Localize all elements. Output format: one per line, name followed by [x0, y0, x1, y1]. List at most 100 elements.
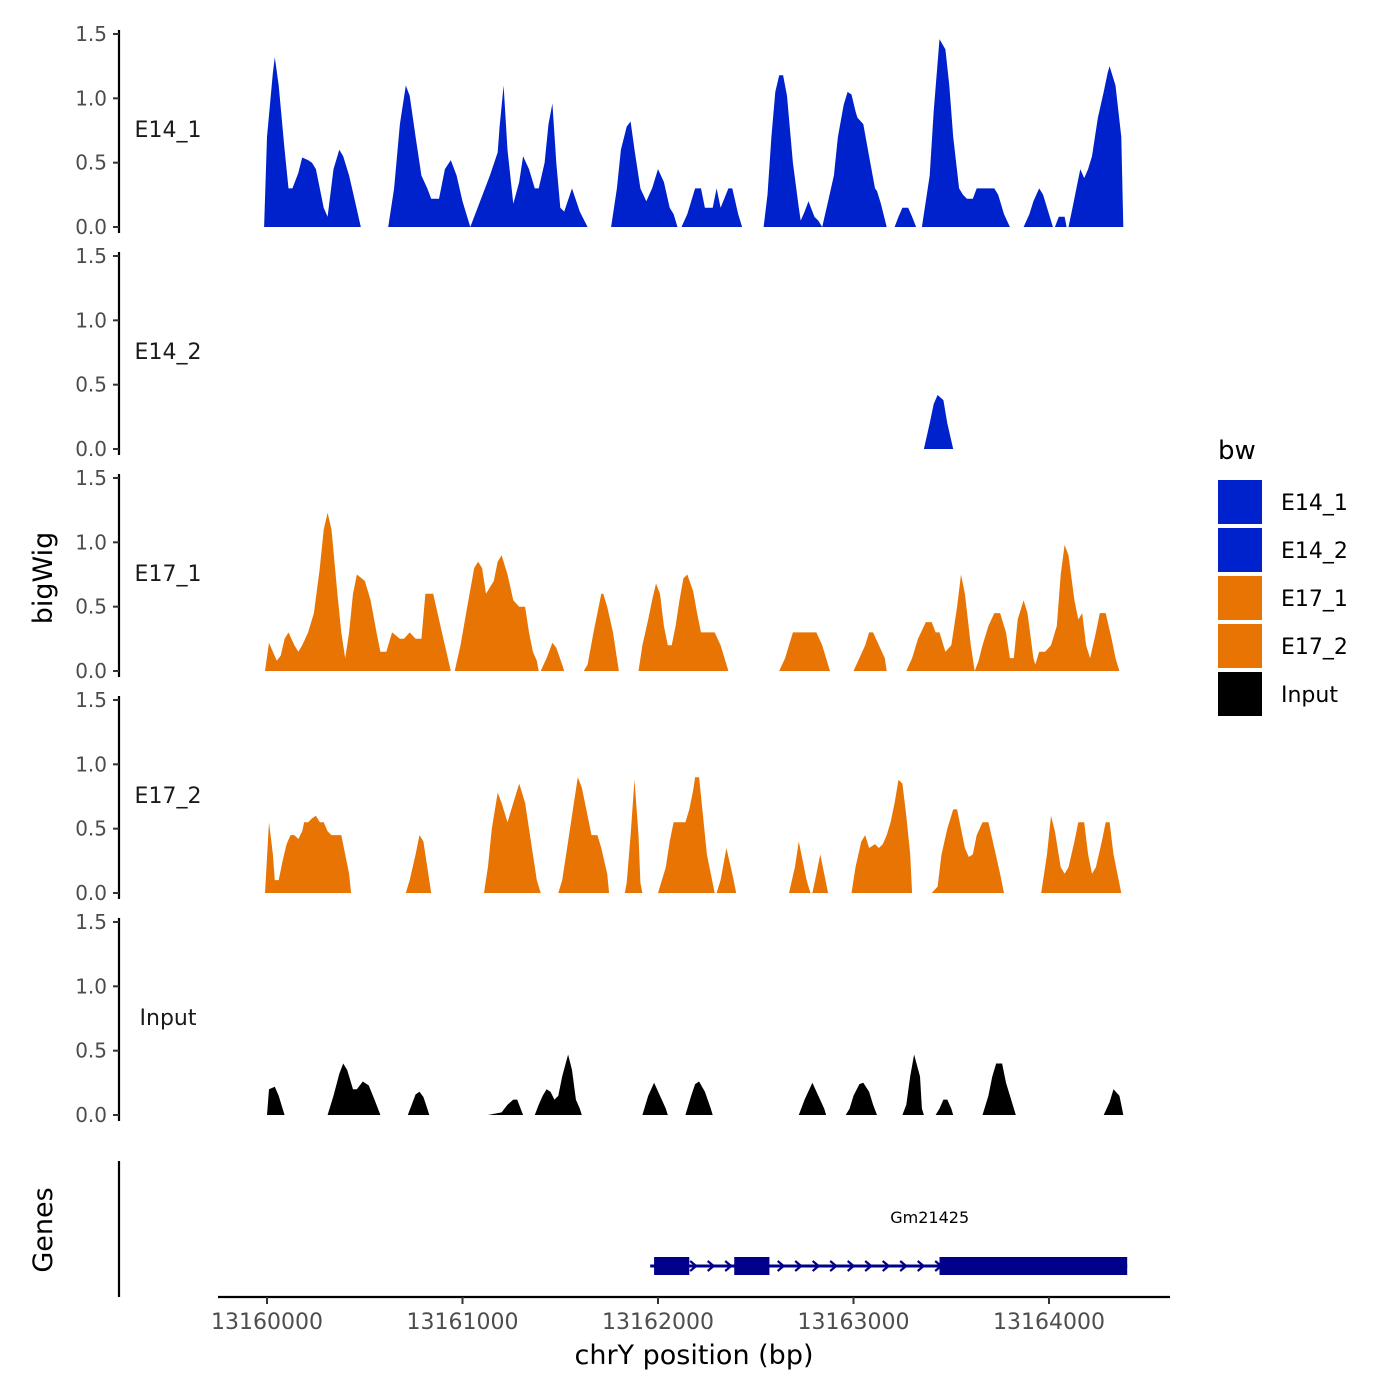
- strand-arrow: [706, 1260, 716, 1272]
- y-tick-label: 1.5: [75, 244, 107, 268]
- legend-label: E17_2: [1281, 635, 1348, 660]
- legend-label: Input: [1281, 683, 1338, 708]
- coverage-peak: [264, 57, 361, 228]
- strand-arrow: [864, 1260, 873, 1272]
- strand-arrow: [724, 1260, 733, 1272]
- coverage-peak: [265, 512, 451, 671]
- strand-arrow: [829, 1260, 838, 1272]
- legend-title: bw: [1218, 436, 1256, 466]
- track-E17_2: 0.0 0.5 1.0 1.5 E17_2: [75, 688, 1122, 905]
- gene-label: Gm21425: [890, 1208, 969, 1227]
- coverage-peak: [638, 574, 729, 671]
- genes-axis-title: Genes: [28, 1187, 59, 1272]
- genes-layer: Gm21425: [117, 1161, 1128, 1297]
- y-tick-label: 0.5: [75, 595, 107, 619]
- strand-arrow: [916, 1260, 926, 1272]
- track-label: E14_2: [135, 340, 202, 365]
- legend-item: Input: [1218, 672, 1338, 716]
- y-tick-label: 1.0: [75, 974, 107, 998]
- coverage-peak: [583, 593, 619, 671]
- track-E17_1: 0.0 0.5 1.0 1.5 E17_1: [75, 466, 1120, 683]
- coverage-peak: [534, 1054, 582, 1115]
- coverage-peak: [265, 815, 352, 893]
- y-tick-label: 0.5: [75, 817, 107, 841]
- legend-swatch: [1218, 624, 1262, 668]
- coverage-peak: [681, 188, 743, 227]
- y-tick-label: 1.0: [75, 308, 107, 332]
- legend-item: E14_2: [1218, 528, 1348, 572]
- coverage-peak: [931, 809, 1004, 893]
- x-tick-label: 13161000: [407, 1310, 519, 1335]
- coverage-peak: [484, 783, 541, 893]
- coverage-peak: [327, 1063, 381, 1115]
- x-tick-label: 13162000: [602, 1310, 714, 1335]
- gene-exon: [939, 1257, 1128, 1275]
- y-tick-label: 0.0: [75, 215, 107, 239]
- y-tick-label: 0.5: [75, 1039, 107, 1063]
- coverage-peak: [642, 1082, 668, 1115]
- strand-arrow: [899, 1260, 908, 1272]
- y-tick-label: 0.0: [75, 437, 107, 461]
- coverage-peak: [454, 555, 539, 671]
- coverage-peak: [611, 121, 678, 227]
- coverage-peak: [853, 632, 887, 671]
- coverage-peak: [1054, 216, 1067, 227]
- coverage-peak: [763, 75, 887, 227]
- coverage-peak: [798, 1082, 827, 1115]
- x-tick-label: 13160000: [211, 1310, 323, 1335]
- coverage-peak: [388, 85, 588, 227]
- coverage-peak: [267, 1086, 285, 1115]
- legend-swatch: [1218, 576, 1262, 620]
- strand-arrow: [689, 1260, 698, 1272]
- gene-exon: [734, 1257, 770, 1275]
- coverage-peak: [779, 632, 830, 671]
- strand-arrow: [881, 1260, 891, 1272]
- legend-item: E17_2: [1218, 624, 1348, 668]
- y-axis-title: bigWig: [28, 532, 59, 625]
- coverage-peak: [716, 848, 737, 893]
- strand-arrow: [776, 1260, 786, 1272]
- legend-swatch: [1218, 528, 1262, 572]
- track-label: E17_1: [135, 562, 202, 587]
- track-E14_2: 0.0 0.5 1.0 1.5 E14_2: [75, 244, 954, 461]
- coverage-peak: [789, 841, 811, 893]
- coverage-peak: [1041, 815, 1122, 893]
- coverage-peak: [902, 1054, 924, 1115]
- y-tick-label: 0.0: [75, 1103, 107, 1127]
- strand-arrow: [811, 1260, 821, 1272]
- coverage-peak: [851, 779, 913, 893]
- coverage-peak: [558, 777, 610, 893]
- y-tick-label: 1.5: [75, 688, 107, 712]
- gene-exon: [654, 1257, 690, 1275]
- coverage-peak: [923, 395, 954, 449]
- legend-swatch: [1218, 672, 1262, 716]
- legend-label: E17_1: [1281, 587, 1348, 612]
- track-Input: 0.0 0.5 1.0 1.5 Input: [75, 910, 1124, 1127]
- coverage-peak: [982, 1063, 1016, 1115]
- strand-arrow: [846, 1260, 856, 1272]
- legend-item: E14_1: [1218, 480, 1348, 524]
- x-tick-label: 13164000: [993, 1310, 1105, 1335]
- track-label: E14_1: [135, 118, 202, 143]
- coverage-peak: [624, 779, 643, 893]
- legend-label: E14_2: [1281, 539, 1348, 564]
- coverage-peak: [906, 544, 1120, 671]
- x-axis: 13160000 13161000 13162000 13163000 13164000: [211, 1295, 1170, 1335]
- track-label: Input: [140, 1006, 197, 1031]
- legend-label: E14_1: [1281, 491, 1348, 516]
- coverage-peak: [935, 1099, 954, 1115]
- coverage-peak: [921, 39, 1010, 227]
- y-tick-label: 0.5: [75, 151, 107, 175]
- y-tick-label: 1.5: [75, 22, 107, 46]
- y-tick-label: 1.0: [75, 530, 107, 554]
- strand-arrow: [794, 1260, 803, 1272]
- coverage-peak: [1068, 66, 1124, 227]
- y-tick-label: 0.0: [75, 659, 107, 683]
- y-tick-label: 0.5: [75, 373, 107, 397]
- tracks-layer: 0.0 0.5 1.0 1.5 E14_1 0.0 0.5 1.0 1.5 E14_2 0.0 0.5…: [75, 22, 1124, 1127]
- x-tick-label: 13163000: [798, 1310, 910, 1335]
- y-tick-label: 1.0: [75, 752, 107, 776]
- coverage-peak: [407, 1091, 430, 1115]
- track-E14_1: 0.0 0.5 1.0 1.5 E14_1: [75, 22, 1124, 239]
